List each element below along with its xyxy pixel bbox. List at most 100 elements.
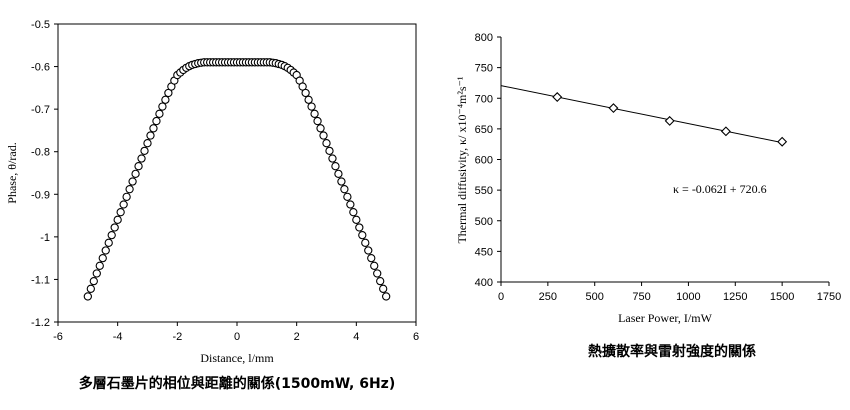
data-point-circle xyxy=(352,215,361,224)
x-tick-label-right: 1000 xyxy=(676,291,700,303)
y-tick-label-left: -1.1 xyxy=(31,274,50,286)
trendline xyxy=(500,85,783,144)
y-tick-label-right: 750 xyxy=(475,63,493,75)
data-point-diamond xyxy=(664,115,675,126)
x-axis-label-right: Laser Power, I/mW xyxy=(618,311,712,325)
data-point-circle xyxy=(364,246,373,255)
x-tick-label-right: 1500 xyxy=(770,291,794,303)
data-point-circle xyxy=(325,146,334,156)
data-point-circle xyxy=(149,124,158,133)
data-point-circle xyxy=(361,238,370,247)
data-point-circle xyxy=(140,146,149,156)
data-point-circle xyxy=(98,253,107,263)
data-point-circle xyxy=(128,177,137,186)
y-tick-label-left: -0.6 xyxy=(31,62,50,74)
x-tick-label-right: 250 xyxy=(539,291,557,303)
data-point-circle xyxy=(382,292,391,301)
data-point-circle xyxy=(125,185,134,194)
x-tick-label-left: -2 xyxy=(172,331,182,343)
y-tick-label-left: -1.2 xyxy=(31,317,50,329)
y-tick-label-left: -1 xyxy=(40,232,50,244)
data-point-circle xyxy=(152,116,161,126)
y-tick-label-right: 550 xyxy=(475,185,493,197)
data-point-circle xyxy=(355,223,364,232)
data-point-circle xyxy=(334,169,343,179)
x-tick-label-left: 6 xyxy=(413,331,419,343)
data-point-circle xyxy=(116,208,125,217)
y-tick-label-right: 700 xyxy=(475,93,493,105)
x-tick-label-right: 750 xyxy=(632,291,650,303)
x-tick-label-right: 0 xyxy=(498,291,504,303)
data-point-diamond xyxy=(552,92,563,103)
data-point-circle xyxy=(379,284,388,293)
data-point-circle xyxy=(161,95,170,104)
data-point-circle xyxy=(95,261,104,270)
y-tick-label-right: 600 xyxy=(475,155,493,167)
data-point-circle xyxy=(340,185,349,194)
data-point-circle xyxy=(331,162,340,171)
data-point-circle xyxy=(119,200,128,209)
data-point-circle xyxy=(322,139,331,148)
data-point-circle xyxy=(110,223,119,232)
data-point-circle xyxy=(86,284,95,293)
data-point-circle xyxy=(337,177,346,186)
data-point-circle xyxy=(131,169,140,179)
data-point-circle xyxy=(104,238,113,247)
data-point-circle xyxy=(343,192,352,201)
x-axis-label-left: Distance, l/mm xyxy=(200,351,274,365)
data-point-circle xyxy=(310,109,319,118)
x-tick-label-right: 500 xyxy=(586,291,604,303)
y-tick-label-left: -0.9 xyxy=(31,189,50,201)
data-point-circle xyxy=(107,231,116,240)
data-point-circle xyxy=(358,231,367,240)
x-tick-label-left: 0 xyxy=(234,331,240,343)
data-point-circle xyxy=(83,292,92,301)
y-tick-label-right: 800 xyxy=(475,32,493,44)
data-point-circle xyxy=(316,124,325,133)
data-point-diamond xyxy=(608,103,619,114)
x-tick-label-left: 4 xyxy=(353,331,359,343)
data-point-circle xyxy=(158,102,167,111)
data-point-circle xyxy=(89,276,98,286)
data-point-circle xyxy=(328,154,337,163)
data-point-circle xyxy=(370,261,379,270)
x-tick-label-right: 1750 xyxy=(817,291,841,303)
data-point-circle xyxy=(367,253,376,263)
data-point-circle xyxy=(101,246,110,255)
x-tick-label-right: 1250 xyxy=(723,291,747,303)
y-tick-label-right: 500 xyxy=(475,216,493,228)
caption-left: 多層石墨片的相位與距離的關係(1500mW, 6Hz) xyxy=(79,375,395,392)
y-axis-label-left: Phase, θ/rad. xyxy=(5,142,19,203)
data-point-circle xyxy=(137,154,146,163)
data-point-circle xyxy=(143,139,152,148)
data-point-diamond xyxy=(720,126,731,137)
trendline-equation: κ = -0.062I + 720.6 xyxy=(673,182,767,196)
data-point-circle xyxy=(92,269,101,278)
data-point-circle xyxy=(313,116,322,126)
plot-frame-left xyxy=(57,23,417,323)
y-tick-label-left: -0.5 xyxy=(31,19,50,31)
x-tick-label-left: -4 xyxy=(113,331,123,343)
data-point-circle xyxy=(346,200,355,209)
data-point-circle xyxy=(304,95,313,104)
data-point-circle xyxy=(349,208,358,217)
y-tick-label-left: -0.8 xyxy=(31,147,50,159)
data-point-circle xyxy=(376,276,385,286)
y-axis-label-right: Thermal diffusivity, κ/ x10⁻⁴m²s⁻¹ xyxy=(455,76,469,243)
phase-distance-chart: -6 -4 -2 0 2 4 6 -0.5 -0.6 -0.7 -0.8 -0.9 -1 -1.1 -1.2… xyxy=(5,19,419,392)
y-tick-label-right: 400 xyxy=(475,277,493,289)
caption-right: 熱擴散率與雷射強度的關係 xyxy=(588,343,756,360)
y-tick-label-left: -0.7 xyxy=(31,104,50,116)
data-point-circle xyxy=(155,109,164,118)
y-tick-label-right: 650 xyxy=(475,124,493,136)
diffusivity-power-chart: 0 250 500 750 1000 1250 1500 1750 400 450 500 550 60… xyxy=(455,32,841,360)
data-point-circle xyxy=(373,269,382,278)
x-tick-label-left: -6 xyxy=(53,331,63,343)
x-tick-label-left: 2 xyxy=(294,331,300,343)
y-tick-label-right: 450 xyxy=(475,246,493,258)
data-point-circle xyxy=(113,215,122,224)
data-point-circle xyxy=(307,102,316,111)
data-point-circle xyxy=(122,192,131,201)
data-point-circle xyxy=(319,131,328,140)
